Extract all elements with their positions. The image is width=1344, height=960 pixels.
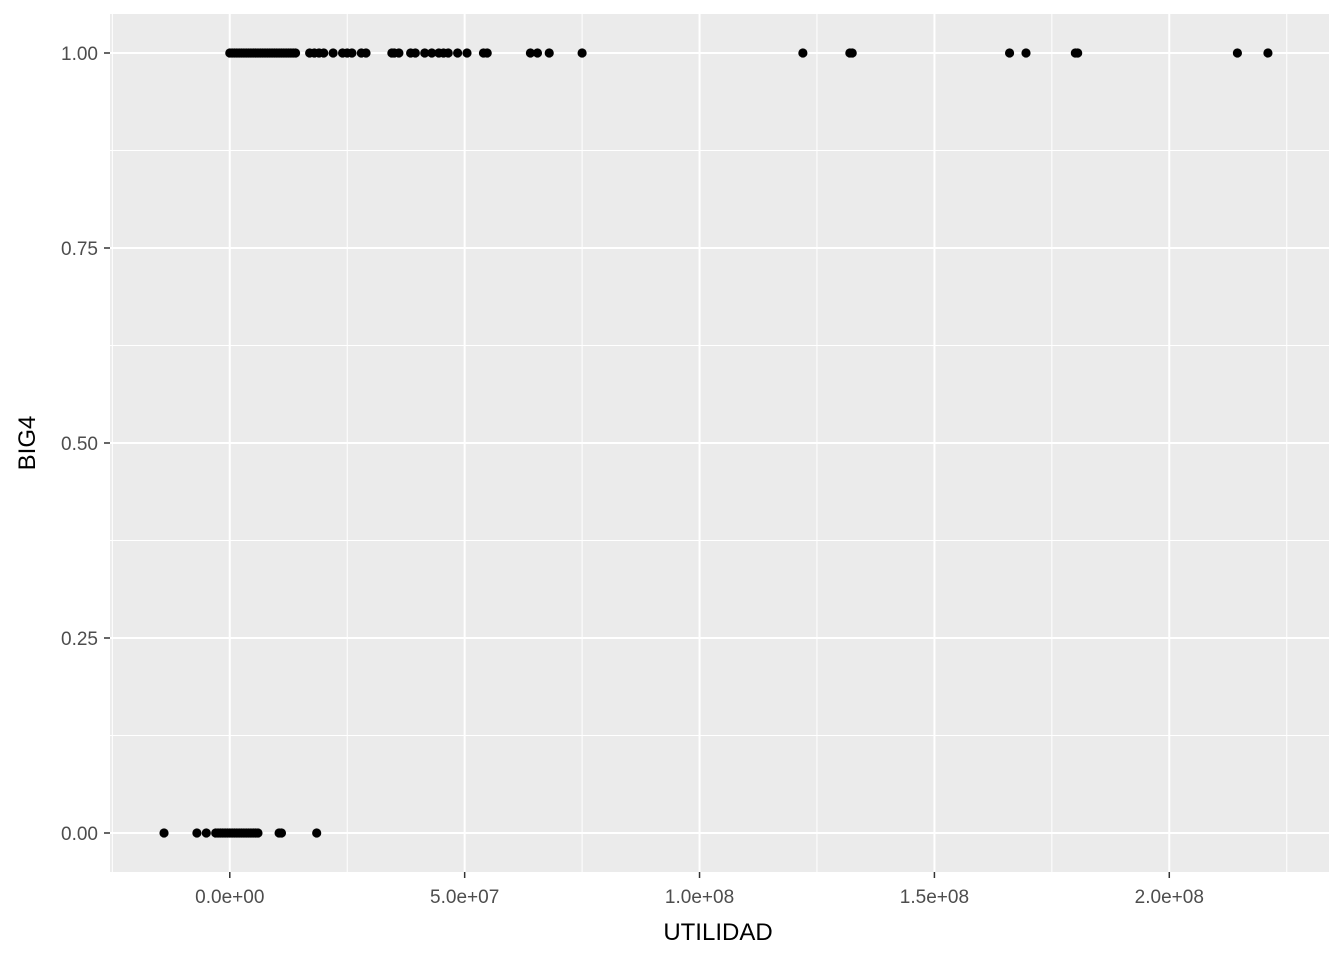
data-point xyxy=(453,48,463,58)
data-point xyxy=(798,48,808,58)
data-point xyxy=(462,48,472,58)
data-point xyxy=(253,828,263,838)
data-point xyxy=(847,48,857,58)
data-point xyxy=(1232,48,1242,58)
data-point xyxy=(1021,48,1031,58)
x-tick-label: 0.0e+00 xyxy=(195,887,264,908)
data-point xyxy=(427,48,437,58)
x-tick-label: 5.0e+07 xyxy=(430,887,499,908)
y-tick-label: 1.00 xyxy=(61,44,98,65)
y-tick-label: 0.50 xyxy=(61,434,98,455)
data-point xyxy=(1073,48,1083,58)
data-point xyxy=(201,828,211,838)
data-point xyxy=(443,48,453,58)
data-point xyxy=(347,48,357,58)
data-point xyxy=(290,48,301,58)
data-point xyxy=(328,48,338,58)
data-point xyxy=(1004,48,1015,58)
data-point xyxy=(482,48,492,58)
data-point xyxy=(394,48,404,58)
data-point xyxy=(544,48,554,58)
data-point xyxy=(276,828,287,838)
data-point xyxy=(525,48,536,58)
data-point xyxy=(532,48,543,58)
data-point xyxy=(312,828,322,838)
y-tick-label: 0.75 xyxy=(61,239,98,260)
data-point xyxy=(361,48,371,58)
data-points xyxy=(159,48,1273,838)
data-point xyxy=(159,828,169,838)
y-axis-title: BIG4 xyxy=(14,416,41,471)
data-point xyxy=(319,48,329,58)
y-tick-label: 0.25 xyxy=(61,629,98,650)
x-tick-label: 2.0e+08 xyxy=(1135,887,1204,908)
x-tick-label: 1.5e+08 xyxy=(900,887,969,908)
x-axis-ticks: 0.0e+00 5.0e+07 1.0e+08 1.5e+08 2.0e+08 xyxy=(195,872,1204,908)
data-point xyxy=(577,48,587,58)
data-point xyxy=(1263,48,1273,58)
data-point xyxy=(410,48,420,58)
x-tick-label: 1.0e+08 xyxy=(665,887,734,908)
x-axis-title: UTILIDAD xyxy=(663,919,772,946)
data-point xyxy=(420,48,430,58)
y-axis-ticks: 0.00 0.25 0.50 0.75 1.00 xyxy=(61,44,110,845)
y-tick-label: 0.00 xyxy=(61,824,98,845)
data-point xyxy=(192,828,202,838)
